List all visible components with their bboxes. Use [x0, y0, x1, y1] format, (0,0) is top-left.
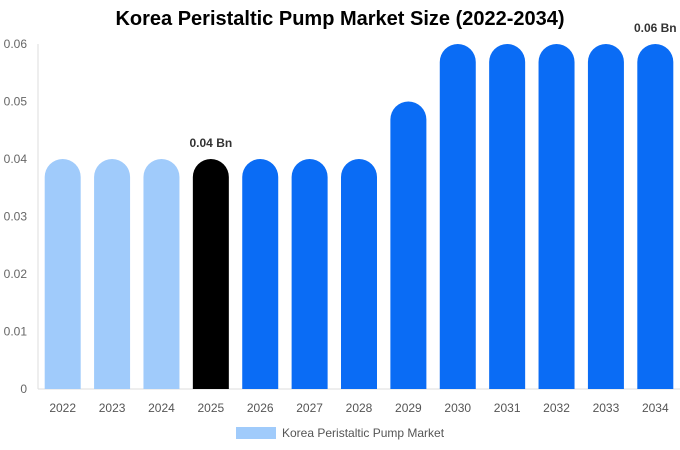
bar: [94, 159, 131, 389]
bar: [489, 43, 526, 389]
x-tick-label: 2032: [543, 401, 570, 415]
x-tick-label: 2033: [593, 401, 620, 415]
bar: [341, 159, 377, 389]
y-tick-label: 0.02: [4, 267, 28, 281]
bar: [44, 159, 81, 389]
x-tick-label: 2030: [444, 401, 471, 415]
x-tick-label: 2025: [197, 401, 224, 415]
data-label: 0.04 Bn: [190, 136, 233, 150]
y-tick-label: 0.03: [4, 210, 28, 224]
y-tick-label: 0: [20, 382, 27, 396]
x-tick-label: 2028: [346, 401, 373, 415]
legend: Korea Peristaltic Pump Market: [236, 426, 444, 440]
x-tick-label: 2027: [296, 401, 323, 415]
x-tick-label: 2029: [395, 401, 422, 415]
x-tick-label: 2024: [148, 401, 175, 415]
bar: [587, 44, 624, 389]
bar: [538, 44, 575, 389]
legend-swatch: [236, 427, 276, 439]
x-tick-label: 2022: [49, 401, 76, 415]
x-tick-label: 2026: [247, 401, 274, 415]
y-tick-label: 0.01: [4, 325, 28, 339]
x-tick-label: 2034: [642, 401, 669, 415]
x-tick-label: 2023: [99, 401, 126, 415]
bar: [291, 159, 328, 389]
bar: [192, 159, 229, 389]
y-tick-label: 0.06: [4, 37, 28, 51]
bar: [390, 101, 427, 389]
y-tick-label: 0.04: [4, 152, 28, 166]
bar: [637, 44, 674, 389]
y-tick-label: 0.05: [4, 95, 28, 109]
bar: [439, 44, 476, 389]
data-label: 0.06 Bn: [634, 21, 677, 35]
bar: [242, 159, 279, 389]
x-tick-label: 2031: [494, 401, 521, 415]
legend-label: Korea Peristaltic Pump Market: [282, 426, 445, 440]
bar: [143, 159, 180, 389]
chart-title: Korea Peristaltic Pump Market Size (2022…: [115, 8, 565, 30]
